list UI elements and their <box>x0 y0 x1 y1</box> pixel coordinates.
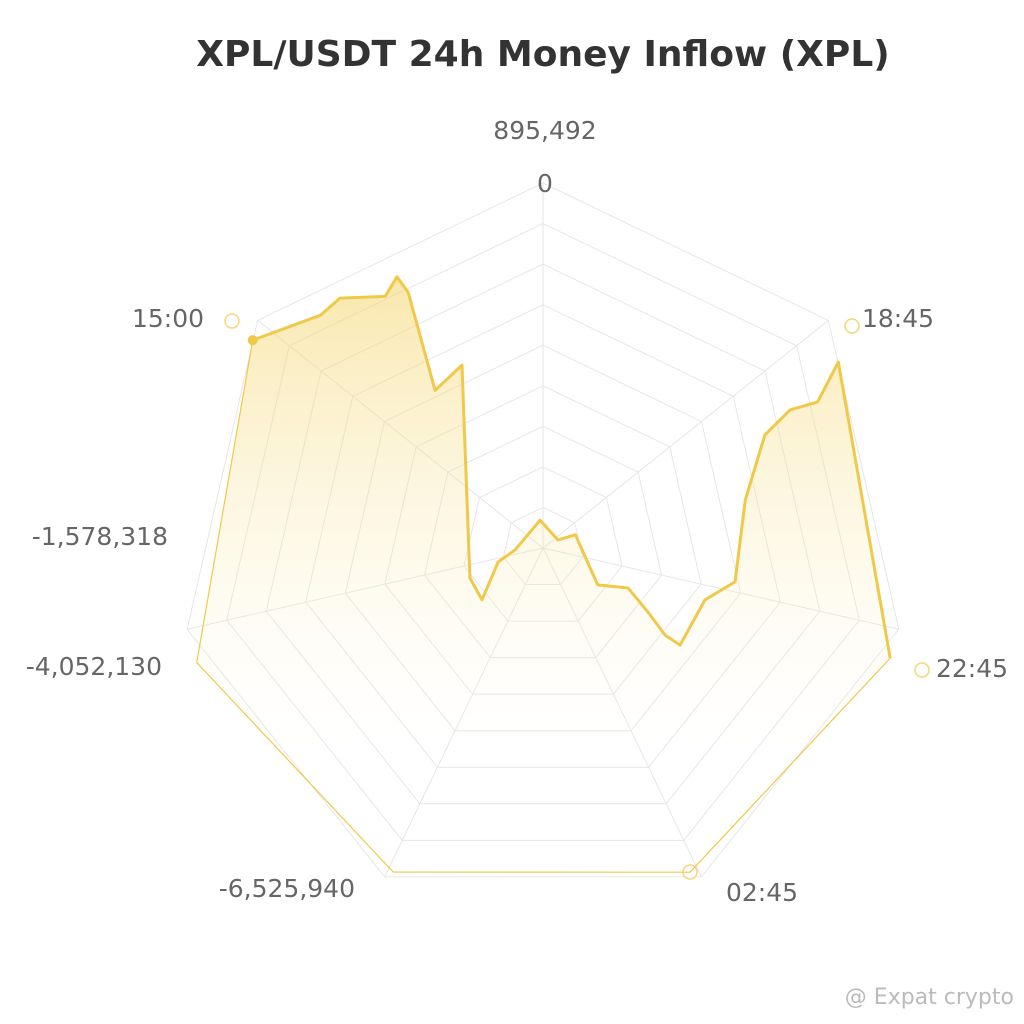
area <box>196 276 891 873</box>
r-tick-label: -1,578,318 <box>32 522 168 551</box>
theta-marker <box>224 313 240 329</box>
theta-marker <box>914 662 930 678</box>
line <box>252 275 892 659</box>
theta-label: 18:45 <box>862 304 934 333</box>
grid-spoke <box>542 320 829 549</box>
theta-marker <box>844 318 860 334</box>
watermark: @ Expat crypto <box>845 985 1014 1010</box>
chart-title: XPL/USDT 24h Money Inflow (XPL) <box>196 34 889 75</box>
r-tick-label: -4,052,130 <box>26 652 162 681</box>
area-edge <box>196 340 891 873</box>
r-tick-label: -6,525,940 <box>219 874 355 903</box>
r-tick-label: 0 <box>537 169 553 198</box>
point <box>247 335 258 346</box>
theta-label: 15:00 <box>132 304 204 333</box>
theta-label: 22:45 <box>936 654 1008 683</box>
theta-label: 02:45 <box>726 878 798 907</box>
r-tick-label: 895,492 <box>493 116 596 145</box>
